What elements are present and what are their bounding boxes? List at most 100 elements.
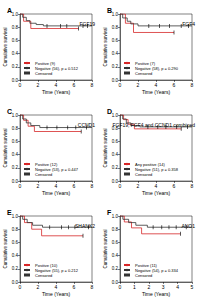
svg-text:4: 4	[55, 284, 58, 290]
svg-text:0.2: 0.2	[12, 266, 19, 271]
svg-text:0.4: 0.4	[12, 253, 19, 258]
svg-text:Censored: Censored	[35, 172, 52, 177]
svg-text:0.2: 0.2	[12, 64, 19, 69]
svg-text:0.6: 0.6	[112, 38, 119, 43]
svg-text:FGF19, FGF4 and CCND1 combined: FGF19, FGF4 and CCND1 combined	[112, 122, 195, 128]
svg-text:0: 0	[119, 183, 122, 189]
svg-text:0.6: 0.6	[12, 139, 19, 144]
svg-text:0.6: 0.6	[12, 38, 19, 43]
svg-text:ANO1: ANO1	[181, 223, 195, 229]
svg-text:Time (Years): Time (Years)	[142, 89, 171, 95]
svg-text:5: 5	[191, 284, 194, 290]
svg-text:0.8: 0.8	[12, 25, 19, 30]
svg-text:0: 0	[119, 284, 122, 290]
svg-text:1.0: 1.0	[12, 12, 19, 17]
svg-text:Cumulative survival: Cumulative survival	[103, 27, 108, 66]
svg-text:1: 1	[133, 284, 136, 290]
svg-text:6: 6	[173, 183, 176, 189]
svg-text:1.0: 1.0	[112, 214, 119, 219]
svg-text:0.6: 0.6	[12, 240, 19, 245]
svg-text:Cumulative survival: Cumulative survival	[103, 128, 108, 167]
svg-text:2: 2	[137, 183, 140, 189]
svg-text:2: 2	[137, 82, 140, 88]
svg-text:0.0: 0.0	[12, 280, 19, 285]
svg-text:FGF4: FGF4	[182, 21, 195, 27]
svg-text:Cumulative survival: Cumulative survival	[3, 229, 8, 268]
svg-text:Time (Years): Time (Years)	[42, 291, 71, 297]
svg-text:4: 4	[55, 183, 58, 189]
svg-text:8: 8	[191, 183, 194, 189]
svg-text:6: 6	[173, 82, 176, 88]
svg-text:F: F	[107, 209, 112, 216]
svg-text:Censored: Censored	[35, 71, 52, 76]
svg-text:1.0: 1.0	[112, 12, 119, 17]
svg-text:4: 4	[55, 82, 58, 88]
svg-text:0.4: 0.4	[112, 152, 119, 157]
svg-text:C: C	[7, 108, 12, 115]
svg-text:8: 8	[91, 82, 94, 88]
svg-text:6: 6	[73, 183, 76, 189]
svg-text:Time (Years): Time (Years)	[142, 190, 171, 196]
svg-text:0.0: 0.0	[112, 78, 119, 83]
svg-text:0.2: 0.2	[12, 165, 19, 170]
svg-text:Censored: Censored	[135, 71, 152, 76]
svg-text:Censored: Censored	[135, 172, 152, 177]
svg-text:E: E	[7, 209, 12, 216]
svg-text:SHANK2: SHANK2	[75, 223, 95, 229]
svg-text:8: 8	[91, 284, 94, 290]
svg-text:0.8: 0.8	[112, 227, 119, 232]
svg-text:0: 0	[119, 82, 122, 88]
svg-text:0: 0	[19, 183, 22, 189]
svg-text:4: 4	[155, 183, 158, 189]
svg-text:0.6: 0.6	[112, 139, 119, 144]
svg-text:0.8: 0.8	[12, 227, 19, 232]
svg-text:0.2: 0.2	[112, 165, 119, 170]
svg-text:0.8: 0.8	[111, 125, 118, 131]
svg-text:Time (Years): Time (Years)	[142, 291, 171, 297]
svg-text:Cumulative survival: Cumulative survival	[3, 27, 8, 66]
svg-text:8: 8	[91, 183, 94, 189]
svg-text:FGF19: FGF19	[79, 21, 95, 27]
svg-text:A: A	[7, 7, 12, 14]
svg-text:2: 2	[37, 284, 40, 290]
svg-text:0.6: 0.6	[112, 240, 119, 245]
svg-text:Cumulative survival: Cumulative survival	[103, 229, 108, 268]
svg-text:0.2: 0.2	[112, 266, 119, 271]
svg-text:Negative (56), p = 0.512: Negative (56), p = 0.512	[35, 65, 78, 71]
svg-text:6: 6	[73, 284, 76, 290]
svg-text:0.0: 0.0	[12, 78, 19, 83]
svg-text:Time (Years): Time (Years)	[42, 190, 71, 196]
svg-text:0.8: 0.8	[12, 126, 19, 131]
svg-text:Censored: Censored	[135, 273, 152, 278]
svg-text:2: 2	[37, 183, 40, 189]
svg-text:0.4: 0.4	[12, 152, 19, 157]
svg-text:8: 8	[191, 82, 194, 88]
svg-text:Censored: Censored	[35, 273, 52, 278]
svg-text:1.0: 1.0	[12, 214, 19, 219]
svg-text:0.4: 0.4	[112, 253, 119, 258]
svg-text:B: B	[107, 7, 112, 14]
svg-text:4: 4	[176, 284, 179, 290]
svg-text:0.0: 0.0	[12, 179, 19, 184]
svg-text:D: D	[107, 108, 112, 115]
svg-text:0.4: 0.4	[12, 51, 19, 56]
svg-text:0.2: 0.2	[112, 64, 119, 69]
svg-text:Cumulative survival: Cumulative survival	[3, 128, 8, 167]
svg-text:0.0: 0.0	[112, 280, 119, 285]
svg-text:1.0: 1.0	[12, 113, 19, 118]
svg-text:Positive (9): Positive (9)	[35, 60, 55, 66]
svg-text:CCND1: CCND1	[78, 122, 95, 128]
svg-text:2: 2	[37, 82, 40, 88]
svg-text:4: 4	[155, 82, 158, 88]
svg-text:Time (Years): Time (Years)	[42, 89, 71, 95]
svg-text:0.4: 0.4	[112, 51, 119, 56]
svg-text:6: 6	[73, 82, 76, 88]
svg-text:1.0: 1.0	[112, 113, 119, 118]
svg-text:2: 2	[147, 284, 150, 290]
svg-text:3: 3	[162, 284, 165, 290]
svg-text:0: 0	[19, 284, 22, 290]
svg-text:0.8: 0.8	[112, 25, 119, 30]
svg-text:0.0: 0.0	[112, 179, 119, 184]
svg-text:Positive (7): Positive (7)	[135, 60, 155, 66]
svg-text:0: 0	[19, 82, 22, 88]
